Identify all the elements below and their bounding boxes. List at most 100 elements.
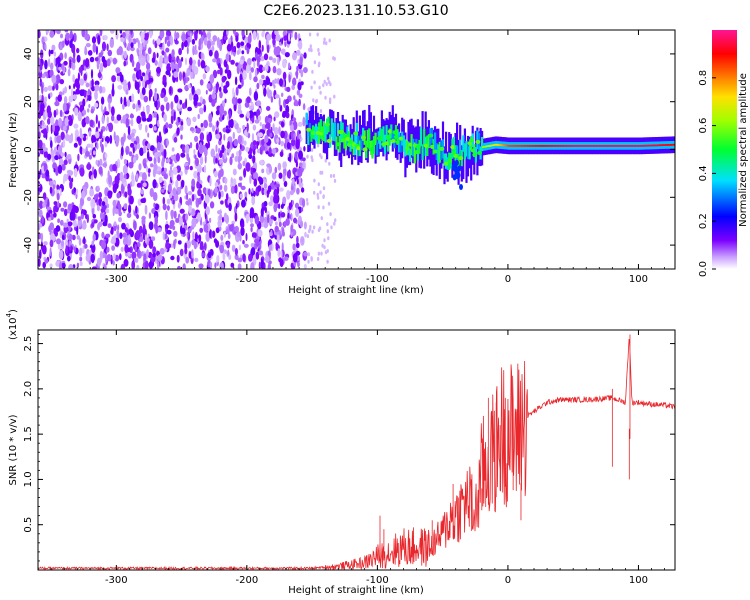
spectrogram-noise-cell xyxy=(140,111,146,117)
spectrogram-noise-cell xyxy=(296,49,301,56)
y-tick-label: 0.5 xyxy=(23,517,34,533)
spectrogram-ridge-core xyxy=(310,131,316,135)
spectrogram-noise-cell xyxy=(261,168,265,174)
spectrogram-noise-cell xyxy=(194,233,199,241)
spectrogram-ridge-core xyxy=(404,146,410,151)
spectrogram-noise-cell xyxy=(132,146,135,154)
spectrogram-noise-cell xyxy=(291,84,296,91)
spectrogram-noise-cell xyxy=(164,36,167,45)
spectrogram-noise-cell xyxy=(267,117,272,124)
spectrogram-ridge-halo xyxy=(421,111,424,158)
spectrogram-noise-cell xyxy=(194,31,198,41)
spectrogram-noise-cell xyxy=(207,140,210,149)
spectrogram-noise-cell xyxy=(250,143,254,149)
spectrogram-ridge-core xyxy=(557,145,560,147)
spectrogram-noise-cell xyxy=(132,156,137,164)
spectrogram-noise-cell xyxy=(229,224,234,232)
spectrogram-ridge-core xyxy=(528,145,531,147)
spectrogram-noise-cell xyxy=(174,94,179,104)
spectrogram-ridge-core xyxy=(499,144,502,146)
spectrogram-ridge-halo xyxy=(383,120,387,147)
spectrogram-noise-cell xyxy=(271,147,277,155)
spectrogram-noise-cell xyxy=(72,57,76,65)
spectrogram-noise-cell xyxy=(234,254,239,260)
spectrogram-ridge-core xyxy=(503,144,506,147)
spectrogram-noise-cell xyxy=(266,163,271,168)
spectrogram-ridge-core xyxy=(640,145,643,147)
spectrogram-noise-cell xyxy=(249,87,252,96)
spectrogram-ridge-core xyxy=(669,144,672,146)
spectrogram-noise-cell xyxy=(333,178,337,183)
spectrogram-noise-cell xyxy=(232,30,236,35)
spectrogram-noise-cell xyxy=(100,129,103,135)
spectrogram-noise-cell xyxy=(43,241,48,246)
spectrogram-noise-cell xyxy=(74,206,79,214)
spectrogram-noise-cell xyxy=(173,136,178,143)
spectrogram-noise-cell xyxy=(317,182,320,187)
spectrogram-noise-cell xyxy=(319,190,322,195)
spectrogram-noise-cell xyxy=(77,72,80,82)
spectrogram-noise-cell xyxy=(101,41,107,52)
spectrogram-noise-cell xyxy=(219,213,223,221)
spectrogram-ridge-core xyxy=(575,145,578,147)
spectrogram-ridge-halo xyxy=(402,119,405,150)
spectrogram-noise-cell xyxy=(163,173,168,179)
spectrogram-ridge-halo xyxy=(424,111,427,154)
spectrogram-noise-cell xyxy=(231,244,236,252)
spectrogram-noise-cell xyxy=(228,254,232,260)
spectrogram-noise-cell xyxy=(81,222,87,230)
spectrogram-noise-cell xyxy=(77,112,82,122)
spectrogram-ridge-core xyxy=(423,143,429,148)
spectrogram-noise-cell xyxy=(266,33,272,41)
spectrogram-noise-cell xyxy=(289,119,293,126)
spectrogram-noise-cell xyxy=(270,229,273,235)
spectrogram-noise-cell xyxy=(223,88,228,94)
spectrogram-noise-cell xyxy=(268,56,273,61)
spectrogram-noise-cell xyxy=(227,141,231,149)
spectrogram-noise-cell xyxy=(213,155,217,165)
spectrogram-noise-cell xyxy=(147,47,152,55)
spectrogram-noise-cell xyxy=(68,234,73,241)
spectrogram-noise-cell xyxy=(257,115,262,122)
spectrogram-noise-cell xyxy=(204,194,210,204)
spectrogram-noise-cell xyxy=(143,253,147,262)
spectrogram-noise-cell xyxy=(185,165,190,170)
colorbar-gradient xyxy=(712,30,737,269)
x-tick-label: -100 xyxy=(366,575,389,586)
spectrogram-ridge-core xyxy=(489,144,492,147)
spectrogram-noise-cell xyxy=(323,37,326,42)
spectrogram-noise-cell xyxy=(79,261,83,267)
spectrogram-noise-cell xyxy=(252,124,257,131)
spectrogram-noise-cell xyxy=(280,140,285,147)
spectrogram-noise-cell xyxy=(91,266,97,269)
spectrogram-ridge-core xyxy=(467,141,473,146)
spectrogram-noise-cell xyxy=(107,223,112,229)
spectrogram-ridge-core xyxy=(600,145,604,147)
spectrogram-noise-cell xyxy=(104,153,108,159)
spectrogram-noise-cell xyxy=(112,82,115,93)
spectrogram-noise-cell xyxy=(79,104,84,113)
spectrogram-ridge-cell xyxy=(443,153,446,166)
spectrogram-noise-cell xyxy=(70,88,74,99)
spectrogram-noise-cell xyxy=(61,40,65,48)
spectrogram-noise-cell xyxy=(237,155,241,164)
spectrogram-ridge-core xyxy=(470,148,476,153)
spectrogram-noise-cell xyxy=(322,205,325,210)
y-tick-label: -40 xyxy=(23,237,34,253)
spectrogram-noise-cell xyxy=(66,218,69,223)
spectrogram-noise-cell xyxy=(320,216,323,221)
spectrogram-noise-cell xyxy=(160,104,165,112)
spectrogram-noise-cell xyxy=(219,158,223,165)
spectrogram-noise-cell xyxy=(223,59,228,68)
spectrogram-noise-cell xyxy=(196,181,201,189)
spectrogram-noise-cell xyxy=(165,70,171,76)
spectrogram-noise-cell xyxy=(49,92,53,98)
spectrogram-noise-cell xyxy=(56,30,61,35)
spectrogram-noise-cell xyxy=(53,109,57,118)
spectrogram-ridge-core xyxy=(541,145,544,147)
spectrogram-noise-cell xyxy=(223,230,226,238)
spectrogram-noise-cell xyxy=(288,32,291,42)
spectrogram-noise-cell xyxy=(137,99,141,106)
spectrogram-ridge-cell xyxy=(421,144,424,161)
spectrogram-noise-cell xyxy=(112,183,118,194)
